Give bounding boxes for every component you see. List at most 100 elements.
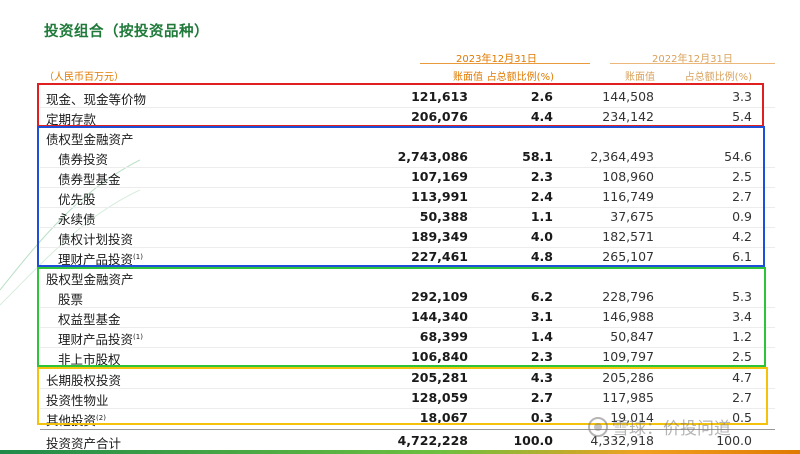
share-2022: 4.2 — [732, 229, 752, 244]
highlight-box-other-investments — [37, 367, 768, 425]
col-header-share-previous: 占总额比例(%) — [684, 72, 752, 83]
value-2023: 18,067 — [419, 410, 468, 425]
row-divider — [40, 187, 775, 188]
share-2022: 1.2 — [732, 329, 752, 344]
table-row: 优先股 113,991 2.4 116,749 2.7 — [0, 187, 800, 207]
watermark: 雪球：价投问道 — [588, 414, 731, 439]
table-row: 理财产品投资(1) 227,461 4.8 265,107 6.1 — [0, 247, 800, 267]
header-previous-underline — [610, 63, 775, 64]
unit-label: （人民币百万元） — [44, 72, 124, 83]
row-label: 永续债 — [58, 212, 96, 227]
row-label: 理财产品投资(1) — [58, 332, 143, 347]
highlight-box-cash-deposits — [37, 83, 764, 127]
value-2023: 292,109 — [411, 289, 468, 304]
share-2022: 4.7 — [732, 370, 752, 385]
value-2023: 50,388 — [419, 209, 468, 224]
value-2022: 205,286 — [602, 370, 654, 385]
row-label: 债券型基金 — [58, 172, 121, 187]
watermark-text: 雪球：价投问道 — [612, 419, 731, 439]
table-row: 现金、现金等价物 121,613 2.6 144,508 3.3 — [0, 87, 800, 107]
row-divider — [40, 247, 775, 248]
value-2022: 117,985 — [602, 390, 654, 405]
value-2023: 227,461 — [411, 249, 468, 264]
table-row: 理财产品投资(1) 68,399 1.4 50,847 1.2 — [0, 327, 800, 347]
table-row: 债权计划投资 189,349 4.0 182,571 4.2 — [0, 227, 800, 247]
value-2022: 108,960 — [602, 169, 654, 184]
row-label: 权益型基金 — [58, 312, 121, 327]
value-2022: 234,142 — [602, 109, 654, 124]
row-divider — [40, 388, 775, 389]
value-2023: 128,059 — [411, 390, 468, 405]
share-2023: 100.0 — [513, 433, 553, 448]
share-2022: 5.3 — [732, 289, 752, 304]
table-row: 债券型基金 107,169 2.3 108,960 2.5 — [0, 167, 800, 187]
value-2023: 4,722,228 — [397, 433, 468, 448]
value-2023: 206,076 — [411, 109, 468, 124]
share-2023: 2.6 — [530, 89, 553, 104]
value-2022: 228,796 — [602, 289, 654, 304]
row-label: 股权型金融资产 — [46, 272, 134, 287]
bottom-color-bar — [0, 450, 800, 454]
table-row: 长期股权投资 205,281 4.3 205,286 4.7 — [0, 368, 800, 388]
footnote-marker: (2) — [96, 413, 106, 422]
share-2022: 5.4 — [732, 109, 752, 124]
share-2022: 0.9 — [732, 209, 752, 224]
table-row-total: 投资资产合计 4,722,228 100.0 4,332,918 100.0 — [0, 431, 800, 451]
col-header-book-value-previous: 账面值 — [625, 72, 655, 83]
row-label: 非上市股权 — [58, 352, 121, 367]
value-2022: 37,675 — [610, 209, 654, 224]
table-row: 投资性物业 128,059 2.7 117,985 2.7 — [0, 388, 800, 408]
share-2023: 2.3 — [530, 169, 553, 184]
header-current-underline — [420, 63, 590, 64]
total-divider — [40, 429, 775, 430]
row-label: 现金、现金等价物 — [46, 92, 147, 107]
row-label: 定期存款 — [46, 112, 97, 127]
row-label: 债权计划投资 — [58, 232, 134, 247]
share-2023: 4.3 — [530, 370, 553, 385]
row-label: 长期股权投资 — [46, 373, 122, 388]
row-divider — [40, 107, 775, 108]
share-2023: 58.1 — [522, 149, 553, 164]
row-divider — [40, 347, 775, 348]
table-row-group: 债权型金融资产 — [0, 127, 800, 147]
share-2022: 3.3 — [732, 89, 752, 104]
share-2023: 4.0 — [530, 229, 553, 244]
row-label: 股票 — [58, 292, 84, 307]
value-2023: 144,340 — [411, 309, 468, 324]
table-row: 权益型基金 144,340 3.1 146,988 3.4 — [0, 307, 800, 327]
col-header-book-value-current: 账面值 — [453, 72, 483, 83]
highlight-box-debt-assets — [37, 126, 765, 267]
value-2023: 106,840 — [411, 349, 468, 364]
table-row: 定期存款 206,076 4.4 234,142 5.4 — [0, 107, 800, 127]
value-2023: 113,991 — [411, 189, 468, 204]
share-2023: 2.4 — [530, 189, 553, 204]
row-divider — [40, 408, 775, 409]
value-2022: 19,014 — [610, 410, 654, 425]
row-divider — [40, 227, 775, 228]
row-label: 优先股 — [58, 192, 96, 207]
share-2022: 6.1 — [732, 249, 752, 264]
share-2022: 0.5 — [732, 410, 752, 425]
share-2023: 3.1 — [530, 309, 553, 324]
row-label: 投资资产合计 — [46, 436, 122, 451]
value-2022: 109,797 — [602, 349, 654, 364]
value-2022: 265,107 — [602, 249, 654, 264]
share-2023: 0.3 — [530, 410, 553, 425]
share-2023: 4.8 — [530, 249, 553, 264]
share-2022: 2.7 — [732, 390, 752, 405]
share-2023: 1.4 — [530, 329, 553, 344]
value-2023: 121,613 — [411, 89, 468, 104]
row-divider — [40, 167, 775, 168]
row-divider — [40, 327, 775, 328]
row-divider — [40, 307, 775, 308]
value-2022: 2,364,493 — [590, 149, 654, 164]
decorative-curve — [0, 159, 140, 306]
snowball-logo-icon — [588, 417, 608, 437]
share-2022: 3.4 — [732, 309, 752, 324]
share-2023: 6.2 — [530, 289, 553, 304]
page-title: 投资组合（按投资品种） — [44, 24, 209, 40]
share-2022: 2.7 — [732, 189, 752, 204]
share-2023: 4.4 — [530, 109, 553, 124]
value-2023: 107,169 — [411, 169, 468, 184]
value-2023: 2,743,086 — [397, 149, 468, 164]
